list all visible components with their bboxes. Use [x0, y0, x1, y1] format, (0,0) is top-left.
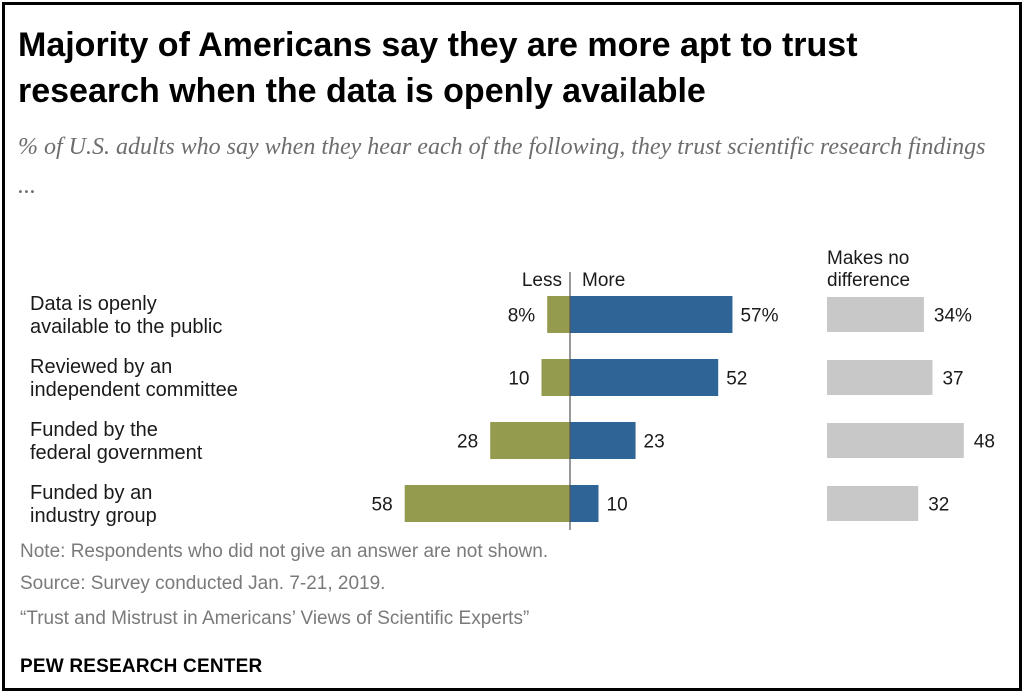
data-label-no-difference: 48	[974, 432, 995, 453]
chart-title: Majority of Americans say they are more …	[18, 26, 858, 110]
data-label-no-difference: 32	[928, 495, 949, 516]
category-label-line2: industry group	[30, 505, 157, 527]
report-title: “Trust and Mistrust in Americans’ Views …	[20, 608, 530, 629]
bar-less	[490, 422, 570, 459]
data-label-less: 10	[508, 369, 529, 390]
category-label-line1: Reviewed by an	[30, 356, 172, 378]
bar-less	[404, 485, 570, 522]
category-label-line2: federal government	[30, 442, 203, 464]
category-label-line1: Funded by the	[30, 419, 158, 441]
data-label-less: 58	[372, 495, 393, 516]
legend-more: More	[582, 270, 625, 291]
legend-less: Less	[522, 270, 562, 291]
category-label-line1: Data is openly	[30, 293, 157, 315]
chart-subtitle: % of U.S. adults who say when they hear …	[18, 134, 986, 199]
chart-note: Note: Respondents who did not give an an…	[20, 541, 549, 562]
bar-less	[547, 296, 570, 333]
bar-no-difference	[827, 360, 933, 395]
data-label-more: 10	[607, 495, 628, 516]
data-label-no-difference: 37	[942, 369, 963, 390]
bar-more	[570, 485, 599, 522]
legend-no-difference-line1: Makes no	[827, 248, 909, 269]
bar-no-difference	[827, 486, 919, 521]
data-label-less: 8%	[508, 306, 536, 327]
bar-more	[570, 296, 733, 333]
bar-no-difference	[827, 297, 924, 332]
bar-no-difference	[827, 423, 964, 458]
bar-more	[570, 422, 636, 459]
data-label-more: 57%	[740, 306, 778, 327]
legend-no-difference-line2: difference	[827, 270, 910, 291]
category-label-line2: independent committee	[30, 379, 238, 401]
category-label-line2: available to the public	[30, 316, 222, 338]
brand-logo-text: PEW RESEARCH CENTER	[20, 656, 263, 677]
data-label-less: 28	[457, 432, 478, 453]
data-label-no-difference: 34%	[934, 306, 972, 327]
bar-less	[541, 359, 570, 396]
chart-source: Source: Survey conducted Jan. 7-21, 2019…	[20, 573, 386, 594]
category-label-line1: Funded by an	[30, 482, 152, 504]
bar-more	[570, 359, 719, 396]
data-label-more: 52	[726, 369, 747, 390]
data-label-more: 23	[644, 432, 665, 453]
